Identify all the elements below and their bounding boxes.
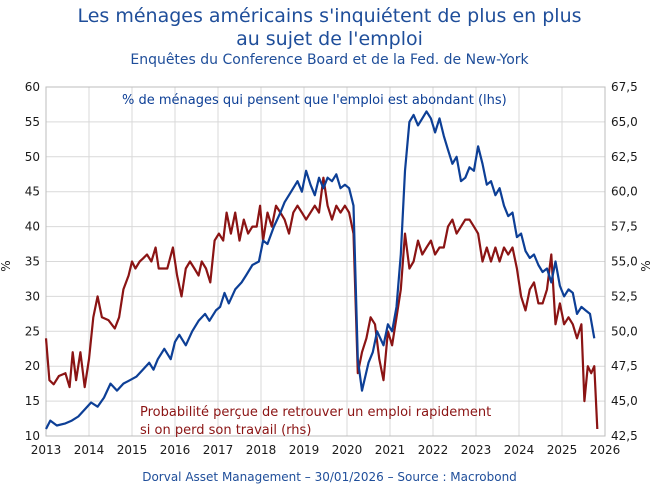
left-tick-label: 25: [25, 324, 40, 338]
left-tick-label: 50: [25, 150, 40, 164]
chart-subtitle: Enquêtes du Conference Board et de la Fe…: [130, 52, 529, 68]
x-tick-label: 2014: [74, 443, 105, 457]
x-tick-label: 2024: [504, 443, 535, 457]
left-tick-label: 55: [25, 115, 40, 129]
annotation-red-series-line1: Probabilité perçue de retrouver un emplo…: [140, 405, 491, 420]
x-tick-label: 2013: [31, 443, 62, 457]
chart-title-line1: Les ménages américains s'inquiétent de p…: [77, 5, 582, 27]
series-line-jobs-plentiful: [45, 110, 596, 430]
left-axis-label: %: [0, 260, 13, 271]
series-layer: [44, 110, 599, 430]
annotation-red-series-line2: si on perd son travail (rhs): [140, 423, 311, 438]
x-tick-label: 2022: [418, 443, 449, 457]
left-axis: 10 15 20 25 30 35 40 45 50 55 60: [25, 80, 40, 443]
left-tick-label: 35: [25, 255, 40, 269]
right-tick-label: 62,5: [611, 150, 638, 164]
left-tick-label: 10: [25, 429, 40, 443]
series-line-job-finding-probability: [44, 176, 599, 430]
x-tick-label: 2020: [332, 443, 363, 457]
x-axis: 2013 2014 2015 2016 2017 2018 2019 2020 2021 2022…: [31, 443, 621, 457]
x-tick-label: 2016: [160, 443, 191, 457]
right-tick-label: 50,0: [611, 324, 638, 338]
x-tick-label: 2015: [117, 443, 148, 457]
x-tick-label: 2018: [246, 443, 277, 457]
chart-title-line2: au sujet de l'emploi: [236, 28, 423, 50]
left-tick-label: 40: [25, 220, 40, 234]
grid-lines: [45, 86, 606, 437]
left-tick-label: 45: [25, 185, 40, 199]
right-tick-label: 47,5: [611, 359, 638, 373]
right-tick-label: 67,5: [611, 80, 638, 94]
right-tick-label: 57,5: [611, 220, 638, 234]
left-tick-label: 60: [25, 80, 40, 94]
left-tick-label: 15: [25, 394, 40, 408]
annotation-blue-series: % de ménages qui pensent que l'emploi es…: [122, 93, 507, 108]
right-axis: 42,5 45,0 47,5 50,0 52,5 55,0 57,5 60,0 62,5 65,0…: [611, 80, 638, 443]
chart-footer: Dorval Asset Management – 30/01/2026 – S…: [142, 470, 517, 484]
x-tick-label: 2017: [203, 443, 234, 457]
x-tick-label: 2025: [547, 443, 578, 457]
left-tick-label: 20: [25, 359, 40, 373]
right-axis-label: %: [639, 260, 653, 271]
right-tick-label: 55,0: [611, 255, 638, 269]
plot-frame: [45, 86, 606, 437]
left-tick-label: 30: [25, 289, 40, 303]
x-tick-label: 2023: [461, 443, 492, 457]
right-tick-label: 42,5: [611, 429, 638, 443]
right-tick-label: 65,0: [611, 115, 638, 129]
right-tick-label: 60,0: [611, 185, 638, 199]
x-tick-label: 2021: [375, 443, 406, 457]
x-tick-label: 2026: [590, 443, 621, 457]
x-tick-label: 2019: [289, 443, 320, 457]
right-tick-label: 45,0: [611, 394, 638, 408]
right-tick-label: 52,5: [611, 289, 638, 303]
